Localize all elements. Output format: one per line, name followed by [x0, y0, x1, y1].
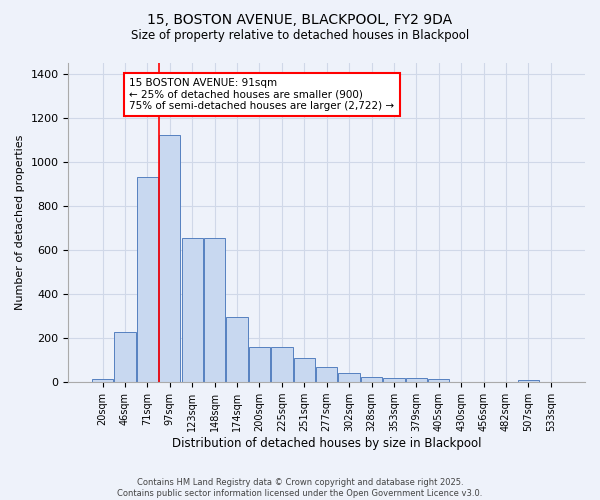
Bar [249, 347, 270, 382]
Y-axis label: Number of detached properties: Number of detached properties [15, 134, 25, 310]
Bar [406, 378, 427, 382]
Bar [361, 376, 382, 382]
Bar [92, 379, 113, 382]
Bar [115, 332, 136, 382]
Text: 15 BOSTON AVENUE: 91sqm
← 25% of detached houses are smaller (900)
75% of semi-d: 15 BOSTON AVENUE: 91sqm ← 25% of detache… [130, 78, 395, 111]
Text: Size of property relative to detached houses in Blackpool: Size of property relative to detached ho… [131, 29, 469, 42]
Bar [383, 378, 404, 382]
Text: 15, BOSTON AVENUE, BLACKPOOL, FY2 9DA: 15, BOSTON AVENUE, BLACKPOOL, FY2 9DA [148, 12, 452, 26]
Bar [182, 238, 203, 382]
Bar [518, 380, 539, 382]
Bar [204, 238, 225, 382]
X-axis label: Distribution of detached houses by size in Blackpool: Distribution of detached houses by size … [172, 437, 481, 450]
Bar [271, 347, 293, 382]
Bar [159, 136, 181, 382]
Bar [137, 177, 158, 382]
Bar [226, 317, 248, 382]
Bar [428, 380, 449, 382]
Bar [293, 358, 315, 382]
Bar [338, 373, 360, 382]
Text: Contains HM Land Registry data © Crown copyright and database right 2025.
Contai: Contains HM Land Registry data © Crown c… [118, 478, 482, 498]
Bar [316, 367, 337, 382]
